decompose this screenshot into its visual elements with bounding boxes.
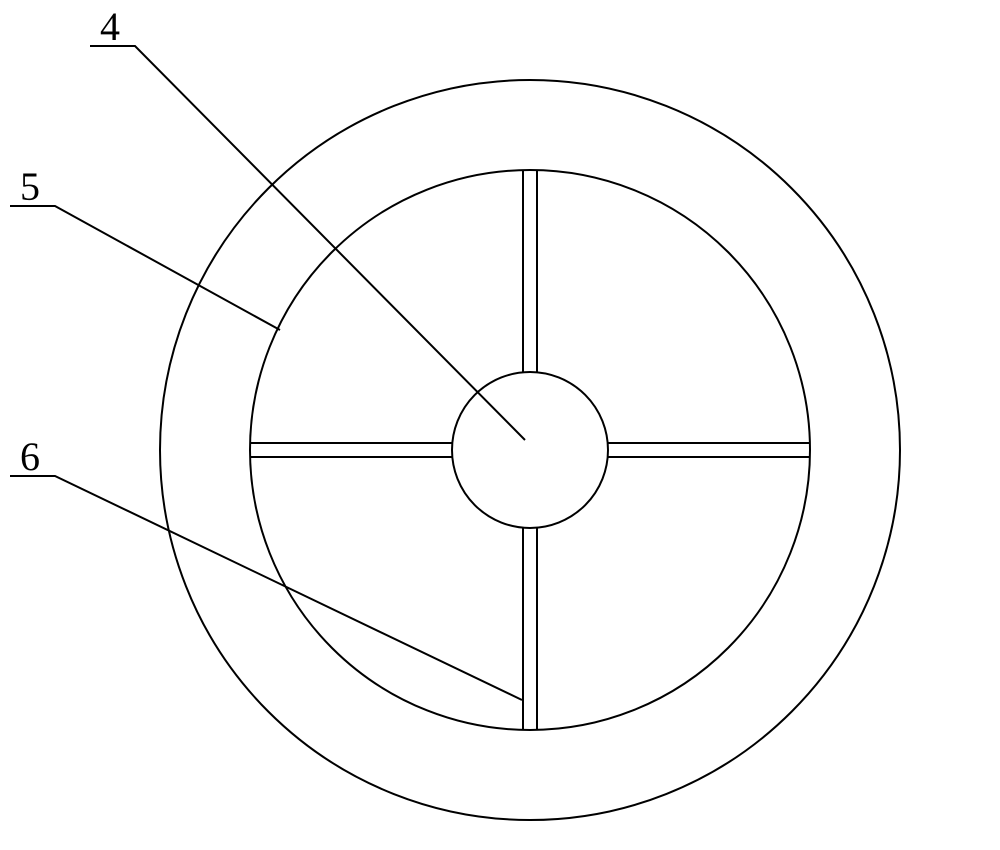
leader-line-6	[10, 476, 522, 700]
spoke-right	[608, 443, 810, 457]
spoke-top	[523, 170, 537, 372]
leader-line-5	[10, 206, 280, 330]
outer-ring-outer	[160, 80, 900, 820]
leader-line-4	[90, 46, 525, 440]
spoke-bottom	[523, 528, 537, 730]
hub-circle	[452, 372, 608, 528]
callout-label-6: 6	[20, 434, 40, 479]
diagram-svg: 4 5 6	[0, 0, 1000, 850]
callout-label-4: 4	[100, 4, 120, 49]
diagram-canvas: 4 5 6	[0, 0, 1000, 850]
callout-label-5: 5	[20, 164, 40, 209]
outer-ring-inner	[250, 170, 810, 730]
spoke-left	[250, 443, 452, 457]
